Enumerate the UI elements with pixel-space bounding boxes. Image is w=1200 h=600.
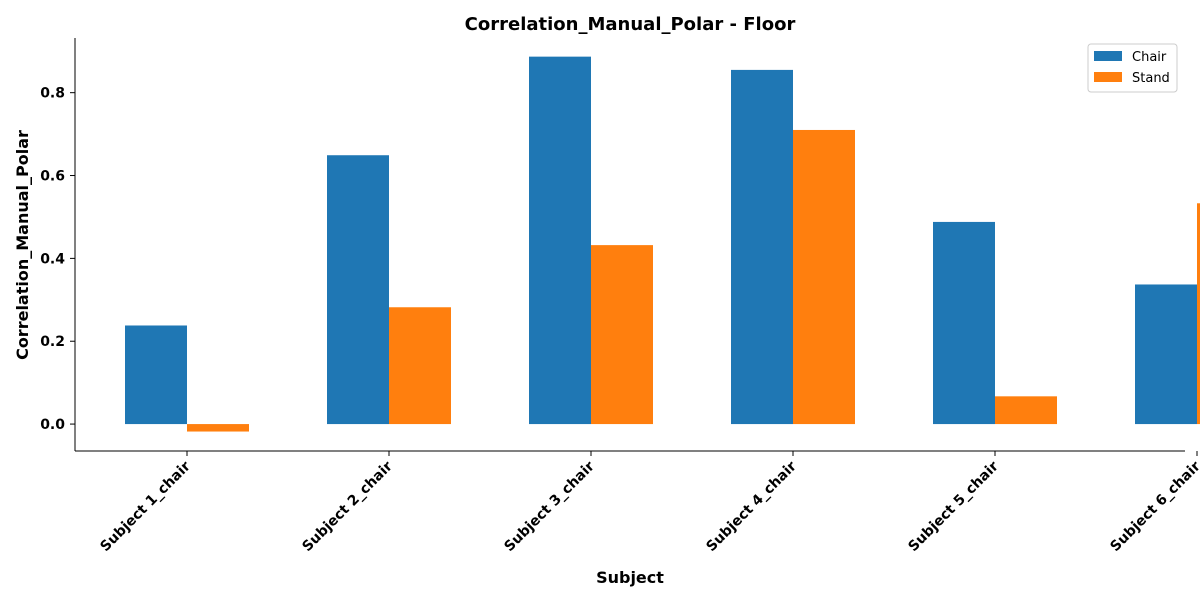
bar-stand-3	[591, 245, 653, 425]
legend-label-chair: Chair	[1132, 50, 1167, 65]
y-tick-label: 0.2	[40, 334, 65, 350]
bar-chair-2	[327, 155, 389, 425]
bar-stand-2	[389, 307, 451, 425]
y-tick-label: 0.0	[40, 417, 65, 433]
x-tick-label: Subject 6_chair	[1107, 458, 1200, 555]
x-tick-label: Subject 1_chair	[97, 458, 194, 555]
x-tick-label: Subject 4_chair	[703, 458, 800, 555]
legend-swatch-stand	[1094, 72, 1122, 82]
bars-group	[125, 56, 1200, 432]
bar-stand-4	[793, 129, 855, 425]
bar-stand-1	[187, 424, 249, 432]
legend-swatch-chair	[1094, 51, 1122, 61]
legend: Chair Stand	[1087, 43, 1178, 93]
bar-stand-5	[995, 396, 1057, 425]
x-tick-label: Subject 2_chair	[299, 458, 396, 555]
x-tick-label: Subject 5_chair	[905, 458, 1002, 555]
chart-title: Correlation_Manual_Polar - Floor	[465, 14, 796, 35]
bar-chair-4	[731, 69, 793, 425]
bar-chair-5	[933, 221, 995, 425]
bar-chair-1	[125, 325, 187, 425]
x-tick-label: Subject 3_chair	[501, 458, 598, 555]
x-ticks-group: Subject 1_chair Subject 2_chair Subject 3_…	[97, 451, 1200, 555]
y-axis-label: Correlation_Manual_Polar	[13, 130, 32, 360]
bar-chair-6	[1135, 284, 1197, 425]
y-tick-label: 0.8	[40, 86, 65, 102]
y-tick-label: 0.6	[40, 169, 65, 185]
y-tick-label: 0.4	[40, 251, 65, 267]
bar-chair-3	[529, 56, 591, 425]
bar-stand-6	[1197, 203, 1200, 425]
y-ticks-group: 0.0 0.2 0.4 0.6 0.8	[40, 86, 75, 433]
x-axis-label: Subject	[596, 568, 664, 587]
legend-label-stand: Stand	[1132, 71, 1170, 86]
